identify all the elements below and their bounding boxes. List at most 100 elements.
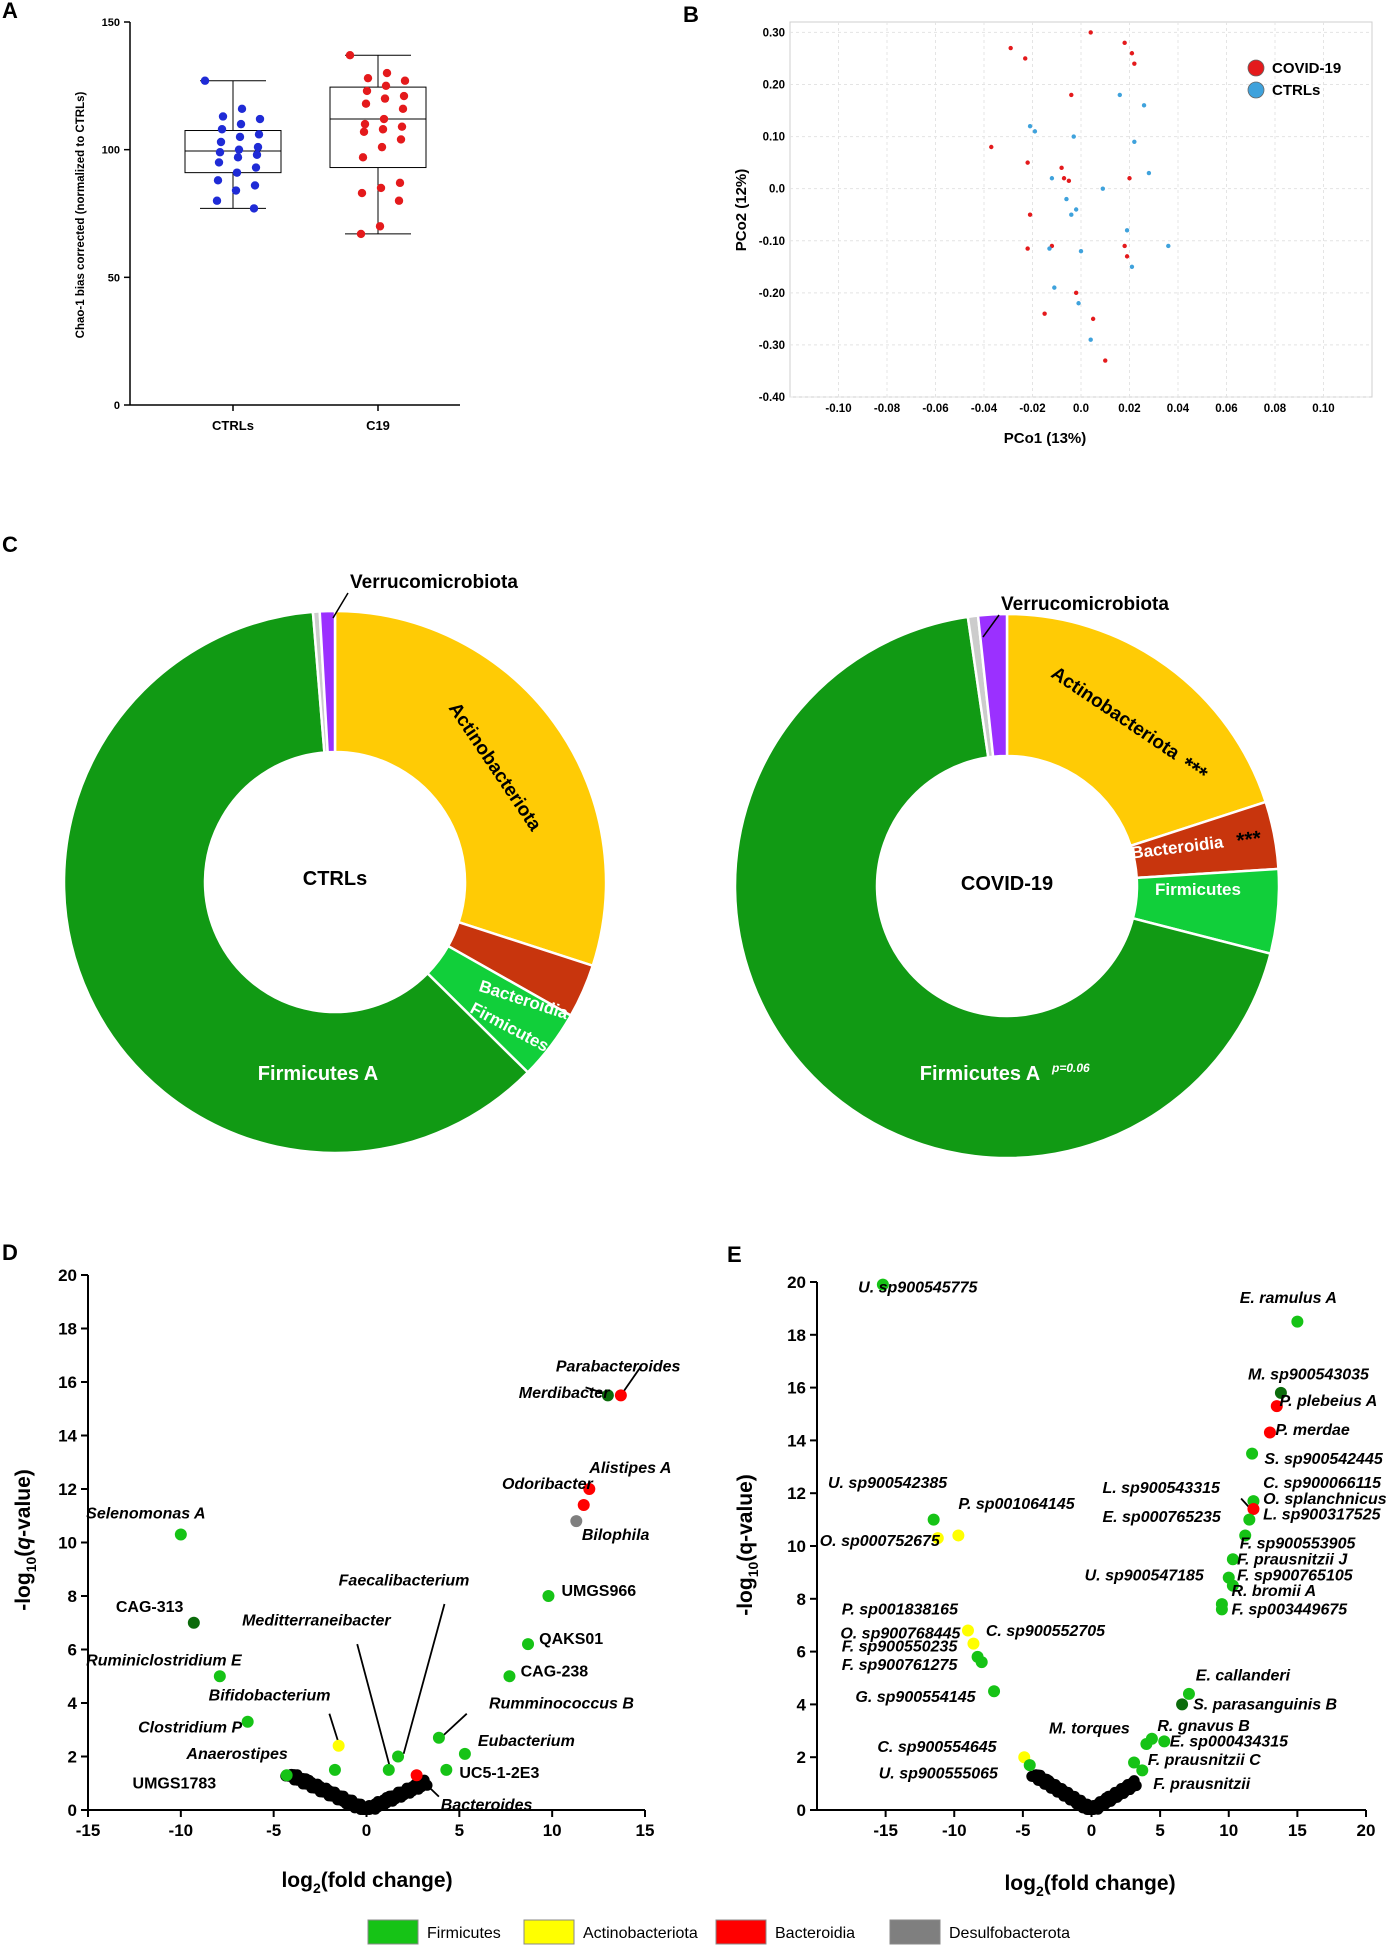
b-point xyxy=(1032,129,1038,134)
c1-label-firmicutes-a: Firmicutes A xyxy=(258,1063,378,1085)
b-x-label: PCo1 (13%) xyxy=(1004,430,1087,447)
d-point-label: Odoribacter xyxy=(502,1476,593,1493)
d-point-label: CAG-313 xyxy=(116,1599,184,1616)
b-point xyxy=(1122,243,1127,249)
e-x-label: log2(fold change) xyxy=(1004,1872,1175,1899)
b-x-tick-label: 0.04 xyxy=(1167,403,1190,415)
c2-label-firmicutes: Firmicutes xyxy=(1155,880,1241,899)
legend-label: Bacteroidia xyxy=(775,1925,855,1942)
e-x-tick-label: 20 xyxy=(1357,1821,1376,1840)
e-point xyxy=(1243,1513,1256,1526)
e-point-label: E. callanderi xyxy=(1196,1668,1291,1685)
e-point-label: E. sp000765235 xyxy=(1102,1509,1221,1526)
c1-center-title: CTRLs xyxy=(303,868,367,890)
d-leader-line xyxy=(585,1386,603,1394)
d-leader-line xyxy=(328,1713,340,1744)
e-point-label: F. sp900553905 xyxy=(1240,1536,1357,1553)
e-point-label: S. parasanguinis B xyxy=(1193,1697,1337,1714)
e-point-label: S. sp900542445 xyxy=(1264,1451,1383,1468)
b-point xyxy=(989,144,994,150)
e-point-label: E. ramulus A xyxy=(1240,1290,1337,1307)
d-x-label: log2(fold change) xyxy=(281,1869,452,1896)
b-point xyxy=(1049,176,1055,181)
e-point xyxy=(1274,1386,1287,1399)
e-point xyxy=(927,1513,940,1526)
a-data-point xyxy=(358,153,368,162)
b-x-tick-label: 0.10 xyxy=(1312,403,1334,415)
b-point xyxy=(1141,103,1147,108)
b-y-tick-label: 0.0 xyxy=(769,184,785,196)
b-point xyxy=(1090,316,1096,322)
a-data-point xyxy=(382,68,392,78)
c2-slice xyxy=(1005,612,1268,848)
c1-label-verrucomicrobiota: Verrucomicrobiota xyxy=(350,572,518,593)
e-y-tick-label: 18 xyxy=(787,1326,806,1345)
a-data-point xyxy=(345,50,355,60)
e-point-label: U. sp900542385 xyxy=(828,1475,948,1492)
c1-slice xyxy=(333,609,608,968)
d-leader-line xyxy=(440,1713,468,1739)
d-point xyxy=(542,1590,555,1602)
e-point xyxy=(975,1656,988,1669)
d-y-tick-label: 16 xyxy=(58,1373,77,1392)
e-point-label: F. prausnitzii J xyxy=(1237,1551,1348,1568)
d-point-label: Bifidobacterium xyxy=(209,1687,331,1704)
c1-verruco-leader xyxy=(332,592,349,619)
e-x-tick-label: 15 xyxy=(1288,1821,1307,1840)
e-point-label: F. prausnitzii C xyxy=(1148,1752,1261,1769)
e-y-tick-label: 14 xyxy=(787,1431,806,1450)
d-leader-line xyxy=(402,1603,446,1755)
b-x-tick-label: -0.06 xyxy=(922,403,948,415)
e-point-label: L. sp900317525 xyxy=(1263,1507,1382,1524)
e-point-label: P. sp001838165 xyxy=(842,1602,959,1619)
e-point-label: O. sp000752675 xyxy=(820,1533,941,1550)
a-data-point xyxy=(249,204,259,213)
e-y-tick-label: 4 xyxy=(797,1695,807,1714)
a-data-point xyxy=(251,163,261,172)
d-y-tick-label: 18 xyxy=(58,1320,77,1339)
e-point xyxy=(1291,1315,1304,1328)
c2-verruco-leader xyxy=(982,614,1000,638)
a-data-point xyxy=(216,137,226,147)
b-point xyxy=(1066,178,1072,184)
d-point xyxy=(392,1750,405,1763)
b-x-tick-label: -0.08 xyxy=(874,403,901,415)
d-point xyxy=(614,1389,627,1402)
panel-label-d: D xyxy=(2,1240,18,1265)
a-data-point xyxy=(378,125,388,134)
a-data-point xyxy=(250,181,260,190)
d-y-label: -log10(q-value) xyxy=(12,1469,39,1611)
b-point xyxy=(1064,196,1069,202)
a-y-label: Chao-1 bias corrected (normalized to CTR… xyxy=(75,92,87,339)
b-y-tick-label: 0.30 xyxy=(763,27,785,39)
d-point xyxy=(583,1483,596,1495)
e-y-tick-label: 2 xyxy=(797,1748,806,1767)
d-point-label: Parabacteroides xyxy=(556,1358,681,1375)
e-point-label: F. prausnitzii xyxy=(1153,1776,1250,1793)
e-point-label: F. sp900761275 xyxy=(842,1657,959,1674)
a-data-point xyxy=(359,127,369,136)
d-x-tick-label: -10 xyxy=(169,1821,194,1840)
e-point-label: O. splanchnicus xyxy=(1263,1491,1387,1508)
e-point xyxy=(1270,1400,1283,1413)
e-point-label: C. sp900552705 xyxy=(986,1623,1106,1640)
e-x-tick-label: -5 xyxy=(1015,1821,1030,1840)
b-y-tick-label: -0.30 xyxy=(759,340,785,352)
b-point xyxy=(1061,176,1067,181)
e-x-tick-label: 0 xyxy=(1087,1821,1096,1840)
e-point-label: F. sp003449675 xyxy=(1231,1602,1348,1619)
e-point-label: G. sp900554145 xyxy=(855,1689,976,1706)
e-point-label: F. sp900765105 xyxy=(1237,1567,1354,1584)
e-point-label: U. sp900555065 xyxy=(879,1765,999,1782)
panel-a-boxplot: 0 50 100 150 CTRLs C19 Chao-1 bias corrected… xyxy=(75,17,460,433)
a-data-point xyxy=(399,91,409,101)
a-y-tick-label: 100 xyxy=(102,145,120,157)
e-point xyxy=(1215,1603,1228,1616)
d-y-tick-label: 8 xyxy=(68,1587,77,1606)
a-data-point xyxy=(214,158,224,167)
e-point-label: U. sp900545775 xyxy=(858,1280,978,1297)
panel-label-a: A xyxy=(2,0,18,23)
b-point xyxy=(1047,246,1052,251)
a-data-point xyxy=(237,104,247,114)
a-data-point xyxy=(213,176,223,185)
